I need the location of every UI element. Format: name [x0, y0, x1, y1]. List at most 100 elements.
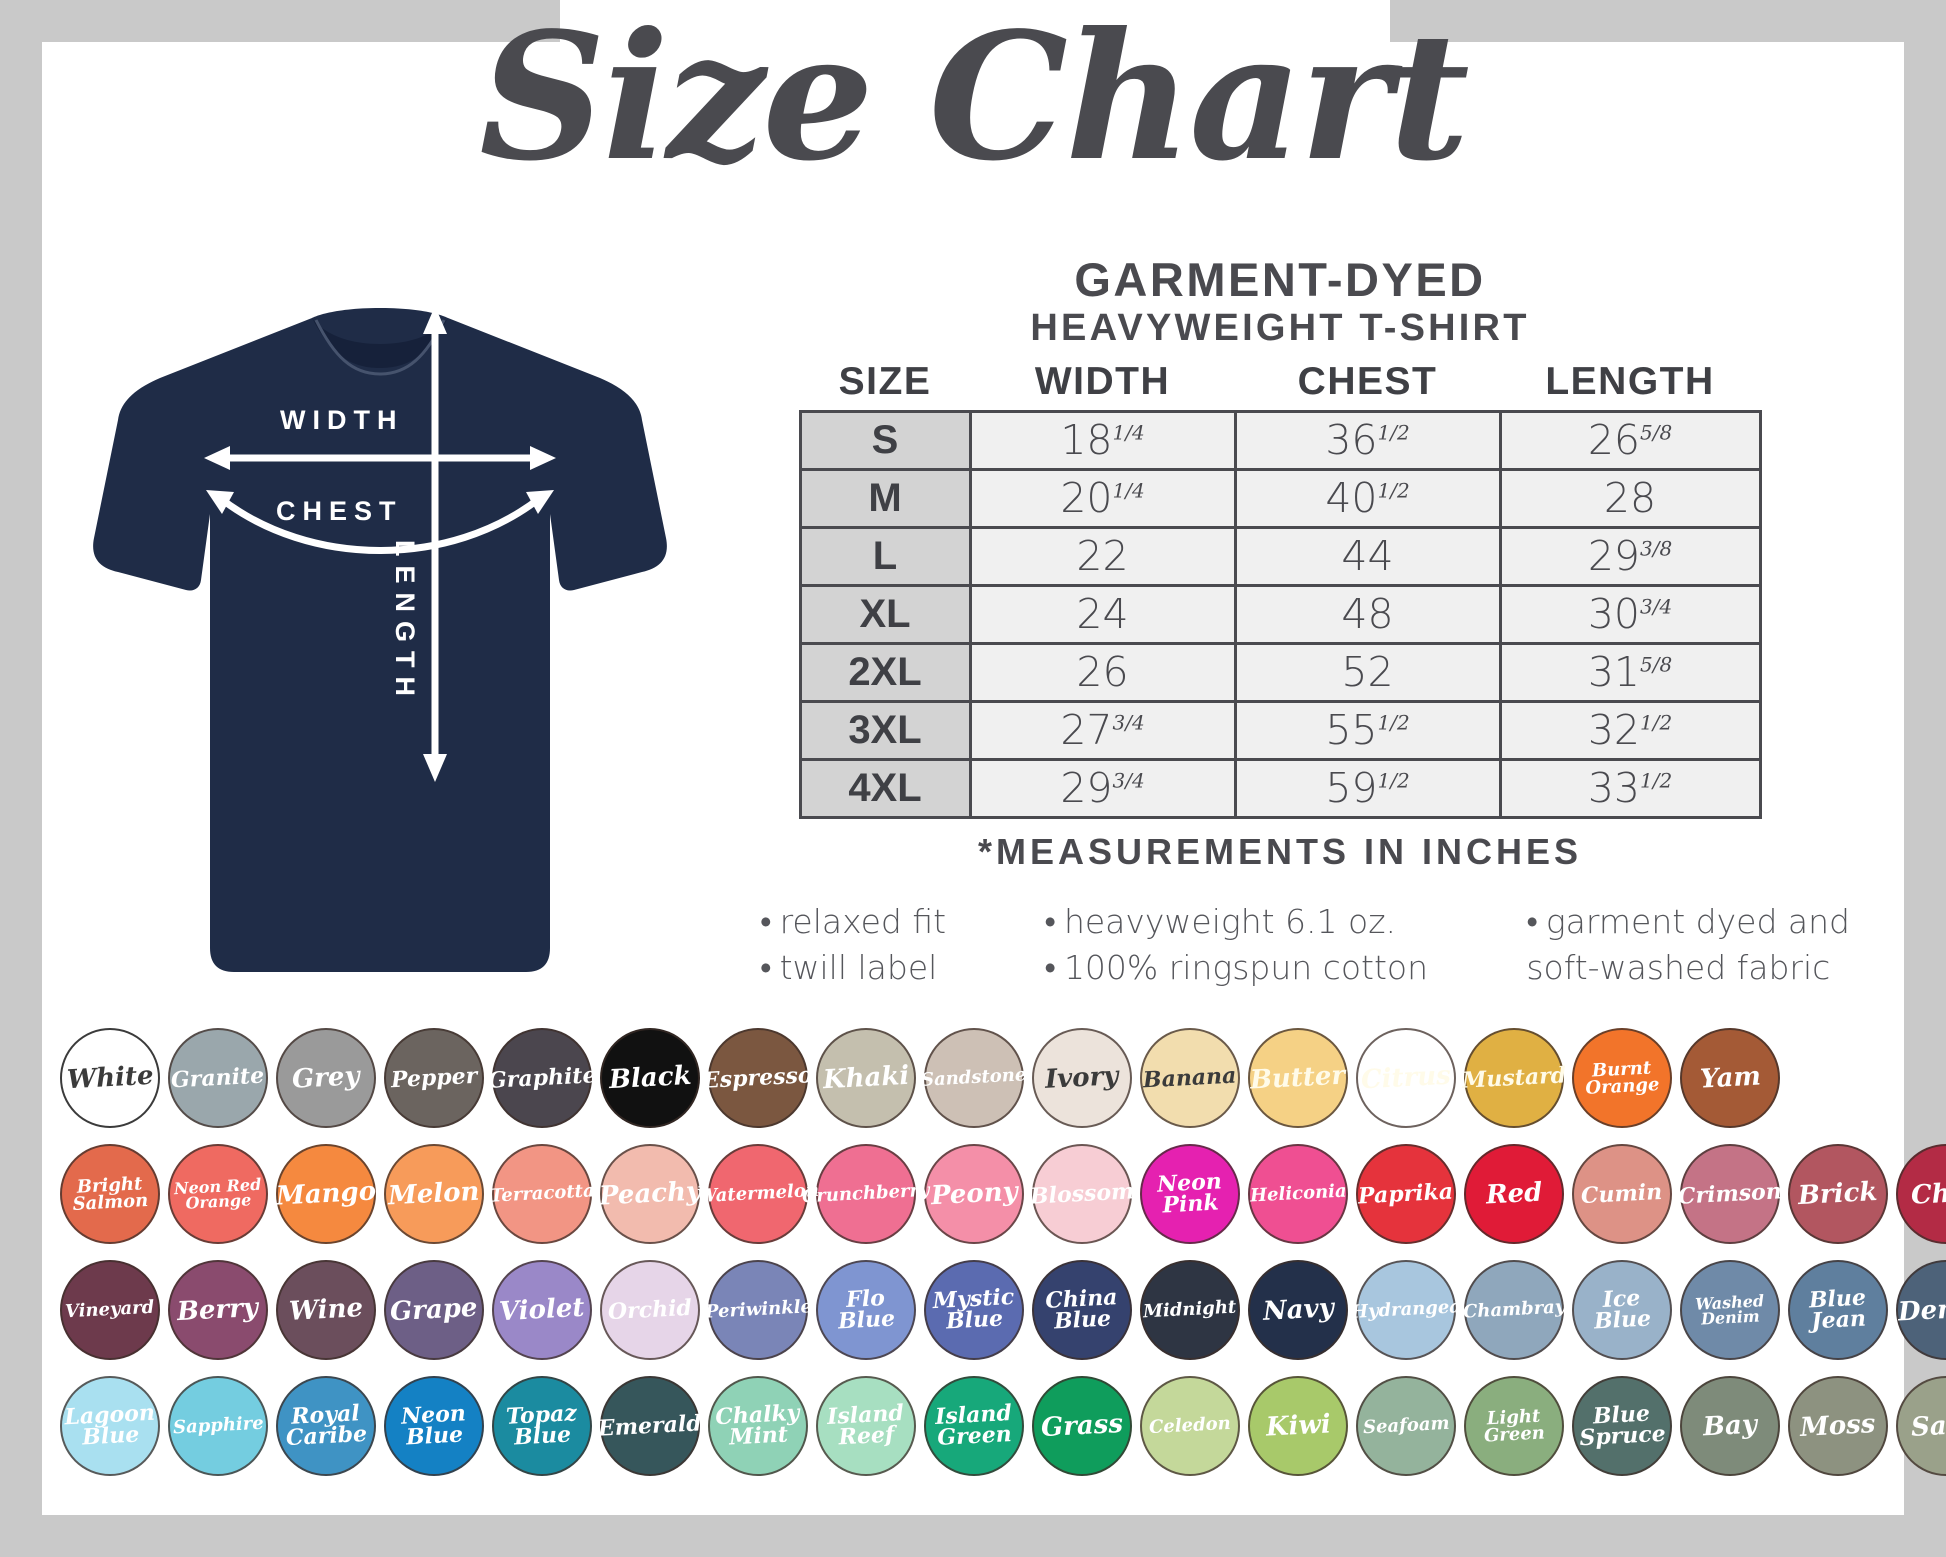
bullet-dot-icon: • [1044, 948, 1056, 988]
color-swatch[interactable]: Banana [1140, 1028, 1240, 1128]
swatch-label: Melon [387, 1176, 481, 1212]
color-swatch[interactable]: Burnt Orange [1572, 1028, 1672, 1128]
color-swatch[interactable]: Bay [1680, 1376, 1780, 1476]
color-swatch[interactable]: Grape [384, 1260, 484, 1360]
color-swatch[interactable]: Red [1464, 1144, 1564, 1244]
color-swatch[interactable]: Mango [275, 1144, 377, 1244]
cell-length: 265/8 [1498, 409, 1762, 471]
color-swatch[interactable]: Midnight [1140, 1260, 1240, 1360]
shirt-length-label: LENGTH [390, 540, 420, 705]
cell-chest: 52 [1233, 641, 1502, 703]
swatch-label: Navy [1261, 1292, 1335, 1327]
swatch-label: Violet [498, 1292, 586, 1327]
color-swatch[interactable]: Lagoon Blue [60, 1376, 160, 1476]
swatch-label: Lagoon Blue [63, 1399, 156, 1451]
color-swatch[interactable]: Orchid [600, 1260, 700, 1360]
color-swatch[interactable]: Peachy [598, 1144, 702, 1244]
color-swatch[interactable]: China Blue [1032, 1260, 1132, 1360]
color-swatch[interactable]: Moss [1788, 1376, 1888, 1476]
color-swatch[interactable]: Brick [1788, 1144, 1888, 1244]
color-swatch[interactable]: Topaz Blue [492, 1376, 592, 1476]
color-swatch[interactable]: Sandstone [921, 1028, 1027, 1128]
cell-width: 181/4 [968, 409, 1237, 471]
color-swatch[interactable]: Grass [1032, 1376, 1132, 1476]
cell-size: 3XL [798, 699, 972, 761]
color-swatch[interactable]: Terracotta [489, 1144, 595, 1244]
color-swatch[interactable]: Washed Denim [1680, 1260, 1780, 1360]
swatch-label: Sapphire [172, 1413, 264, 1439]
color-swatch[interactable]: Peony [924, 1144, 1024, 1244]
color-swatch[interactable]: Chalky Mint [708, 1376, 808, 1476]
color-swatch[interactable]: Seafoam [1356, 1376, 1456, 1476]
color-swatch[interactable]: Light Green [1464, 1376, 1564, 1476]
color-swatch[interactable]: Khaki [816, 1028, 916, 1128]
color-swatch[interactable]: Melon [384, 1144, 484, 1244]
color-swatch[interactable]: Chambray [1462, 1260, 1566, 1360]
color-swatch[interactable]: Pepper [384, 1028, 484, 1128]
swatch-label: Khaki [822, 1060, 910, 1095]
color-swatch[interactable]: Neon Blue [384, 1376, 484, 1476]
color-swatch[interactable]: Grey [276, 1028, 376, 1128]
color-swatch[interactable]: Ivory [1032, 1028, 1132, 1128]
color-swatch[interactable]: Watermelon [697, 1144, 819, 1244]
cell-chest: 48 [1233, 583, 1502, 645]
color-swatch[interactable]: Black [600, 1028, 700, 1128]
cell-size: XL [798, 583, 972, 645]
color-swatch[interactable]: Bright Salmon [60, 1144, 160, 1244]
color-swatch[interactable]: Emerald [598, 1376, 702, 1476]
color-swatch[interactable]: Yam [1680, 1028, 1780, 1128]
color-swatch[interactable]: Flo Blue [816, 1260, 916, 1360]
swatch-label: Butter [1249, 1060, 1347, 1096]
swatch-label: Celedon [1148, 1413, 1232, 1439]
color-swatch[interactable]: White [60, 1028, 160, 1128]
color-swatch[interactable]: Royal Caribe [276, 1376, 376, 1476]
color-swatch-grid: White Granite Grey Pepper Graphite Black Espre… [60, 1020, 1946, 1484]
table-row: M 201/4 401/2 28 [798, 467, 1762, 529]
fraction: 1/2 [1377, 420, 1410, 445]
cell-size: M [798, 467, 972, 529]
color-swatch[interactable]: Sapphire [168, 1376, 268, 1476]
color-swatch[interactable]: Blossom [1029, 1144, 1135, 1244]
color-swatch[interactable]: Navy [1248, 1260, 1348, 1360]
color-swatch[interactable]: Vineyard [60, 1260, 160, 1360]
swatch-label: Grass [1040, 1408, 1124, 1443]
swatch-label: Crimson [1677, 1177, 1783, 1210]
swatch-label: Espresso [702, 1061, 814, 1094]
color-swatch[interactable]: Mystic Blue [924, 1260, 1024, 1360]
swatch-label: Seafoam [1362, 1413, 1450, 1439]
color-swatch[interactable]: Citrus [1356, 1028, 1456, 1128]
swatch-label: Peony [929, 1176, 1019, 1211]
color-swatch[interactable]: Crimson [1677, 1144, 1782, 1244]
swatch-label: Graphite [487, 1061, 597, 1094]
fraction: 1/4 [1112, 478, 1145, 503]
color-swatch[interactable]: Heliconia [1248, 1144, 1348, 1244]
color-swatch[interactable]: Wine [276, 1260, 376, 1360]
color-swatch[interactable]: Cumin [1572, 1144, 1672, 1244]
color-swatch[interactable]: Periwinkle [704, 1260, 812, 1360]
color-swatch[interactable]: Berry [168, 1260, 268, 1360]
color-swatch[interactable]: Celedon [1140, 1376, 1240, 1476]
color-swatch[interactable]: Kiwi [1248, 1376, 1348, 1476]
color-swatch[interactable]: Mustard [1461, 1028, 1567, 1128]
swatch-label: Ivory [1044, 1060, 1120, 1095]
color-swatch[interactable]: Paprika [1356, 1144, 1456, 1244]
color-swatch[interactable]: Violet [492, 1260, 592, 1360]
color-swatch[interactable]: Ice Blue [1572, 1260, 1672, 1360]
color-swatch[interactable]: Island Reef [816, 1376, 916, 1476]
color-swatch[interactable]: Neon Red Orange [168, 1144, 268, 1244]
color-swatch[interactable]: Hydrangea [1351, 1260, 1461, 1360]
color-swatch[interactable]: Graphite [487, 1028, 597, 1128]
swatch-label: Sandstone [920, 1064, 1028, 1092]
color-swatch[interactable]: Blue Jean [1788, 1260, 1888, 1360]
swatch-label: Berry [176, 1292, 260, 1327]
color-swatch[interactable]: Crunchberry [802, 1144, 930, 1244]
color-swatch[interactable]: Island Green [924, 1376, 1024, 1476]
color-swatch[interactable]: Blue Spruce [1572, 1376, 1672, 1476]
header-length: LENGTH [1545, 359, 1715, 403]
color-swatch[interactable]: Granite [168, 1028, 268, 1128]
color-swatch[interactable]: Espresso [703, 1028, 813, 1128]
swatch-label: White [65, 1060, 154, 1095]
color-swatch[interactable]: Butter [1248, 1028, 1348, 1128]
color-swatch[interactable]: Neon Pink [1140, 1144, 1240, 1244]
fraction: 5/8 [1639, 420, 1673, 445]
